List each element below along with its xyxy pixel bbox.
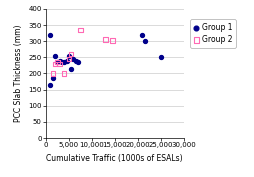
Group 2 [78,28,82,31]
Group 1 [64,59,68,62]
Group 1 [51,77,55,80]
Legend: Group 1, Group 2: Group 1, Group 2 [189,19,235,48]
Group 1 [53,54,57,57]
Y-axis label: PCC Slab Thickness (mm): PCC Slab Thickness (mm) [14,25,23,122]
Group 1 [69,67,73,70]
Group 2 [110,39,114,42]
Group 2 [53,62,57,65]
Group 2 [51,72,55,75]
Group 2 [67,58,71,60]
Group 1 [57,59,61,62]
Group 1 [67,54,71,57]
Group 1 [48,83,52,86]
Group 2 [57,62,61,65]
Group 1 [62,61,66,64]
Group 2 [62,72,66,75]
Group 1 [47,33,51,36]
Group 2 [69,53,73,56]
Group 1 [60,61,64,64]
Group 1 [76,61,80,64]
Group 1 [158,55,162,58]
X-axis label: Cumulative Traffic (1000s of ESALs): Cumulative Traffic (1000s of ESALs) [46,154,182,163]
Group 2 [55,61,59,64]
Group 1 [140,33,144,36]
Group 1 [71,58,75,60]
Group 1 [142,40,146,43]
Group 1 [73,59,77,62]
Group 2 [103,38,107,41]
Group 1 [55,61,59,64]
